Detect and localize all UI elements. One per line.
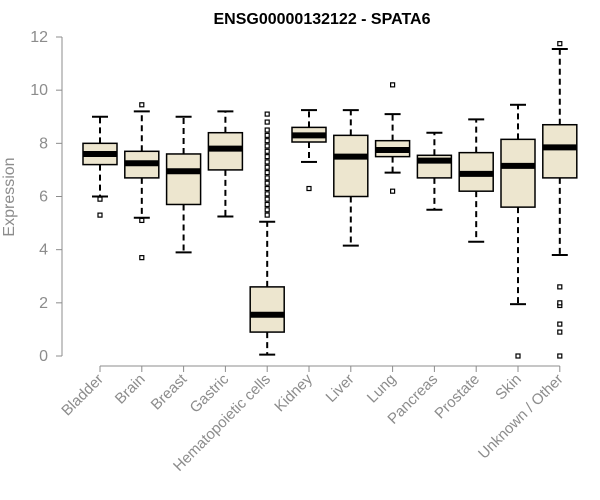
outlier-point — [139, 217, 145, 224]
box-pancreas — [416, 131, 453, 211]
box-hematopoietic-cells — [249, 111, 285, 356]
x-tick-label: Brain — [112, 371, 149, 408]
boxes-group — [82, 41, 578, 359]
outlier-point — [264, 175, 270, 181]
y-axis-label: Expression — [1, 157, 18, 236]
outlier-point — [264, 212, 270, 218]
outlier-point — [97, 212, 103, 218]
iqr-box — [333, 134, 369, 198]
outlier-point — [264, 207, 270, 213]
y-tick-label: 6 — [39, 189, 48, 206]
outlier-point — [557, 41, 563, 47]
outlier-point — [264, 201, 270, 208]
outlier-point — [264, 132, 270, 138]
outlier-point — [264, 111, 270, 117]
y-tick-label: 8 — [39, 135, 48, 152]
outlier-point — [557, 284, 563, 290]
box-kidney — [291, 109, 327, 192]
outlier-point — [557, 329, 563, 335]
outlier-point — [97, 196, 103, 202]
outlier-point — [557, 321, 563, 327]
outlier-point — [557, 353, 563, 359]
iqr-box — [249, 286, 285, 333]
outlier-point — [264, 164, 270, 170]
box-unknown-other — [542, 41, 578, 359]
y-tick-label: 10 — [30, 82, 48, 99]
x-tick-label: Lung — [364, 371, 400, 407]
x-tick-label: Prostate — [431, 371, 483, 423]
outlier-point — [390, 82, 396, 88]
outlier-point — [264, 191, 270, 197]
outlier-point — [264, 196, 270, 202]
y-tick-label: 12 — [30, 29, 48, 46]
box-brain — [124, 102, 160, 261]
outlier-point — [264, 148, 270, 154]
box-skin — [500, 103, 536, 359]
outlier-point — [264, 143, 270, 149]
outlier-point — [139, 102, 145, 108]
outlier-point — [264, 185, 270, 192]
box-lung — [374, 82, 411, 194]
y-tick-label: 2 — [39, 295, 48, 312]
x-tick-label: Kidney — [271, 370, 316, 415]
outlier-point — [264, 154, 270, 160]
iqr-box — [500, 138, 536, 208]
box-breast — [165, 115, 202, 254]
iqr-box — [542, 123, 578, 179]
box-prostate — [458, 118, 494, 243]
y-tick-label: 0 — [39, 348, 48, 365]
outlier-point — [515, 353, 521, 359]
x-tick-label: Breast — [148, 370, 191, 413]
outlier-point — [264, 127, 270, 133]
x-tick-label: Skin — [492, 371, 525, 404]
y-axis: 0 2 4 6 8 10 12 — [30, 29, 63, 365]
box-gastric — [207, 110, 244, 218]
outlier-point — [264, 119, 270, 125]
x-tick-label: Liver — [323, 371, 358, 406]
outlier-point — [264, 138, 270, 144]
outlier-point — [557, 300, 563, 306]
outlier-point — [306, 185, 312, 192]
outlier-point — [264, 180, 270, 186]
chart-title: ENSG00000132122 - SPATA6 — [213, 11, 430, 28]
box-liver — [333, 109, 369, 247]
x-tick-label: Bladder — [58, 371, 107, 420]
iqr-box — [165, 153, 202, 206]
outlier-point — [264, 159, 270, 165]
y-tick-label: 4 — [39, 242, 48, 259]
outlier-point — [264, 169, 270, 176]
outlier-point — [139, 255, 145, 261]
outlier-point — [390, 188, 396, 194]
box-bladder — [82, 115, 118, 218]
